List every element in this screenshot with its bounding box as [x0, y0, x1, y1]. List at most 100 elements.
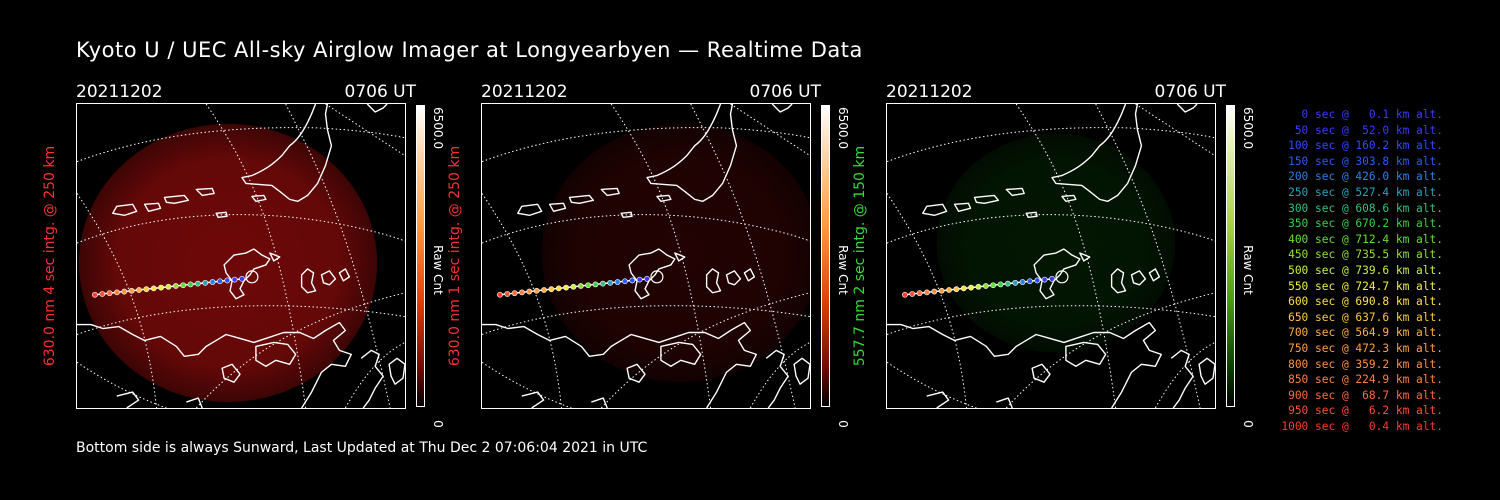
track-point [982, 283, 989, 289]
track-point [990, 282, 997, 289]
track-point [180, 282, 187, 289]
track-point [607, 279, 614, 286]
track-point [519, 289, 525, 296]
legend-entry: 550 sec @ 724.7 km alt. [1288, 279, 1443, 293]
imager-panel-3: 20211202 0706 UT 557.7 nm 2 sec intg. @ … [852, 80, 1276, 440]
colorbar [416, 105, 425, 407]
track-point [1019, 279, 1026, 285]
track-point [1012, 279, 1019, 286]
track-point [158, 284, 164, 291]
track-point [165, 283, 172, 290]
legend-entry: 600 sec @ 690.8 km alt. [1288, 295, 1443, 309]
legend-entry: 650 sec @ 637.6 km alt. [1288, 310, 1443, 324]
track-point [975, 283, 982, 290]
track-point [187, 281, 194, 288]
track-point [106, 290, 113, 297]
track-point [953, 286, 960, 293]
track-point [629, 277, 636, 284]
satellite-track [92, 270, 259, 298]
legend-entry: 500 sec @ 739.6 km alt. [1288, 263, 1443, 277]
track-point [541, 287, 547, 293]
track-point [231, 276, 238, 283]
track-point [563, 284, 569, 291]
track-point [997, 281, 1004, 288]
track-point [1034, 277, 1041, 284]
track-point [592, 281, 599, 288]
track-point [209, 279, 216, 285]
airglow-image [936, 133, 1176, 353]
track-point [644, 275, 650, 282]
colorbar-max: 6500.0 [1241, 107, 1255, 149]
track-point [224, 277, 231, 284]
legend-entry: 200 sec @ 426.0 km alt. [1288, 170, 1443, 184]
track-point [902, 291, 908, 298]
colorbar-min: 0 [431, 420, 445, 428]
panel-time: 0706 UT [1154, 82, 1227, 102]
track-point [555, 285, 562, 292]
track-point [938, 287, 945, 294]
track-point [121, 288, 128, 295]
track-point [909, 291, 916, 297]
track-point [239, 275, 245, 282]
track-point [570, 283, 577, 290]
legend-entry: 850 sec @ 224.9 km alt. [1288, 373, 1443, 387]
site-marker [245, 270, 259, 284]
track-point [1041, 276, 1048, 283]
track-point [143, 286, 150, 293]
track-point [1004, 280, 1011, 287]
legend-entry: 700 sec @ 564.9 km alt. [1288, 326, 1443, 340]
track-point [504, 291, 511, 297]
track-point [1049, 275, 1055, 282]
satellite-track [902, 270, 1069, 298]
track-point [577, 283, 584, 289]
track-point [526, 288, 533, 295]
legend-entry: 0 sec @ 0.1 km alt. [1301, 108, 1443, 121]
site-marker [650, 270, 664, 284]
legend-entry: 100 sec @ 160.2 km alt. [1288, 139, 1443, 153]
legend-entry: 50 sec @ 52.0 km alt. [1294, 123, 1443, 137]
track-point [924, 289, 930, 296]
site-marker [1055, 270, 1069, 284]
track-point [114, 289, 120, 296]
legend-entry: 250 sec @ 527.4 km alt. [1288, 185, 1443, 199]
colorbar [821, 105, 830, 407]
track-point [548, 286, 555, 293]
track-point [194, 280, 201, 287]
track-point [636, 276, 643, 283]
track-point [931, 288, 938, 295]
legend-entry: 350 sec @ 670.2 km alt. [1288, 217, 1443, 231]
track-point [614, 279, 621, 285]
track-point [946, 287, 952, 293]
track-point [92, 291, 98, 298]
panel-time: 0706 UT [344, 82, 417, 102]
legend-entry: 900 sec @ 68.7 km alt. [1288, 388, 1443, 402]
panel-date: 20211202 [76, 82, 163, 102]
airglow-image [78, 123, 378, 403]
legend-entry: 400 sec @ 712.4 km alt. [1288, 232, 1443, 246]
colorbar-unit: Raw Cnt [1241, 245, 1255, 295]
colorbar-unit: Raw Cnt [836, 245, 850, 295]
colorbar-min: 0 [836, 420, 850, 428]
track-point [916, 290, 923, 297]
legend-entry: 750 sec @ 472.3 km alt. [1288, 341, 1443, 355]
channel-label: 630.0 nm 1 sec intg. @ 250 km [447, 145, 463, 367]
track-point [217, 278, 223, 285]
allsky-map [886, 103, 1216, 409]
imager-panel-2: 20211202 0706 UT 630.0 nm 1 sec intg. @ … [447, 80, 871, 440]
track-point [960, 285, 967, 292]
track-point [136, 287, 142, 293]
track-point [511, 290, 518, 297]
satellite-track [497, 270, 664, 298]
channel-label: 630.0 nm 4 sec intg. @ 250 km [42, 145, 58, 367]
track-point [172, 283, 179, 289]
track-point [1027, 278, 1033, 285]
colorbar-max: 6500.0 [431, 107, 445, 149]
track-point [968, 284, 974, 291]
channel-label: 557.7 nm 2 sec intg. @ 150 km [852, 145, 868, 367]
legend-entry: 450 sec @ 735.5 km alt. [1288, 248, 1443, 262]
track-point [128, 287, 135, 294]
imager-panel-1: 20211202 0706 UT 630.0 nm 4 sec intg. @ … [42, 80, 466, 440]
legend-entry: 1000 sec @ 0.4 km alt. [1281, 419, 1443, 433]
time-altitude-legend: 0 sec @ 0.1 km alt. 50 sec @ 52.0 km alt.… [1262, 107, 1443, 434]
panel-date: 20211202 [481, 82, 568, 102]
